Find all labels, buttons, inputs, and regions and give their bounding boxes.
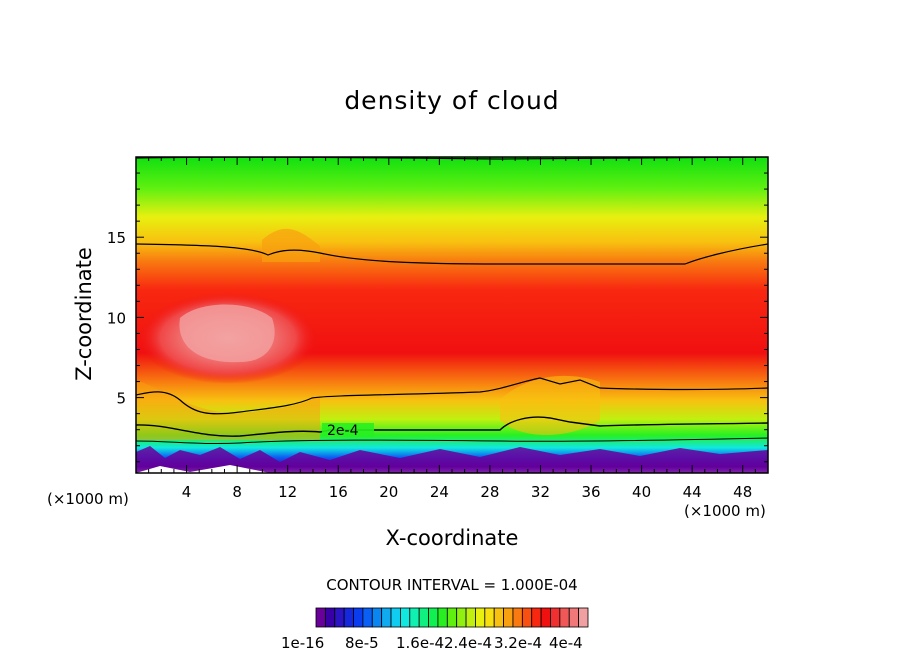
density-core-peak xyxy=(179,304,275,363)
contour-label: 2e-4 xyxy=(327,423,359,439)
y-axis-label: Z-coordinate xyxy=(72,247,96,381)
colorbar-swatch xyxy=(315,607,326,628)
colorbar-swatch xyxy=(484,607,495,628)
colorbar-swatch xyxy=(362,607,373,628)
colorbar-swatch xyxy=(446,607,458,628)
y-tick-label: 10 xyxy=(107,309,126,327)
colorbar xyxy=(315,607,589,628)
colorbar-swatch xyxy=(371,607,383,628)
colorbar-swatch xyxy=(521,607,533,628)
colorbar-swatch xyxy=(343,607,354,628)
colorbar-swatch xyxy=(353,607,364,628)
cloud-base xyxy=(136,446,768,473)
z-unit-label: (×1000 m) xyxy=(47,490,129,508)
below-cloud-gap xyxy=(136,465,270,473)
colorbar-swatch xyxy=(531,607,542,628)
y-axis: 5 10 15 xyxy=(107,172,768,463)
y-tick-label: 5 xyxy=(116,390,126,408)
colorbar-swatch xyxy=(568,607,580,628)
y-tick-label: 15 xyxy=(107,229,126,247)
x-axis: 4 8 12 16 20 24 28 32 36 40 44 48 xyxy=(148,157,756,501)
x-tick-label: 4 xyxy=(182,483,192,501)
colorbar-swatch xyxy=(503,607,514,628)
colorbar-swatch xyxy=(334,607,345,628)
colorbar-swatch xyxy=(409,607,420,628)
x-unit-label: (×1000 m) xyxy=(684,502,766,520)
colorbar-label: 1e-16 xyxy=(281,634,325,652)
x-axis-label: X-coordinate xyxy=(385,526,519,550)
colorbar-swatch xyxy=(428,607,439,628)
x-tick-label: 16 xyxy=(329,483,348,501)
colorbar-label: 1.6e-4 xyxy=(396,634,445,652)
colorbar-swatch xyxy=(381,607,392,628)
colorbar-swatch xyxy=(437,607,448,628)
colorbar-swatch xyxy=(540,607,551,628)
x-tick-label: 40 xyxy=(632,483,651,501)
lower-dip xyxy=(136,380,320,440)
colorbar-swatch xyxy=(400,607,411,628)
colorbar-swatch xyxy=(475,607,486,628)
colorbar-swatch xyxy=(456,607,467,628)
x-tick-label: 36 xyxy=(581,483,600,501)
x-tick-label: 28 xyxy=(480,483,499,501)
x-tick-label: 20 xyxy=(379,483,398,501)
contour-interval: CONTOUR INTERVAL = 1.000E-04 xyxy=(326,576,578,594)
colorbar-swatch xyxy=(418,607,429,628)
x-tick-label: 24 xyxy=(430,483,449,501)
contour-line-lower xyxy=(136,437,768,445)
contour-line-2e-4 xyxy=(136,416,768,437)
colorbar-label: 3.2e-4 xyxy=(494,634,543,652)
colorbar-swatch xyxy=(512,607,523,628)
upper-bulge xyxy=(262,228,320,262)
colorbar-swatch xyxy=(559,607,570,628)
x-tick-label: 32 xyxy=(531,483,550,501)
colorbar-label: 8e-5 xyxy=(345,634,379,652)
chart-title: density of cloud xyxy=(344,86,560,115)
contour-label-bg xyxy=(322,423,374,437)
contour-line-upper xyxy=(136,243,768,265)
colorbar-swatch xyxy=(465,607,476,628)
colorbar-swatch xyxy=(390,607,401,628)
x-tick-label: 12 xyxy=(278,483,297,501)
colorbar-label: 2.4e-4 xyxy=(444,634,493,652)
x-tick-label: 8 xyxy=(232,483,242,501)
colorbar-swatch xyxy=(324,607,336,628)
colorbar-swatch xyxy=(493,607,504,628)
plot-area xyxy=(136,157,768,473)
x-tick-label: 48 xyxy=(733,483,752,501)
contour-line-mid xyxy=(136,377,768,415)
colorbar-swatch xyxy=(550,607,561,628)
colorbar-label: 4e-4 xyxy=(549,634,583,652)
x-tick-label: 44 xyxy=(683,483,702,501)
colorbar-swatch xyxy=(578,607,589,628)
turbulent-patch xyxy=(500,375,600,435)
